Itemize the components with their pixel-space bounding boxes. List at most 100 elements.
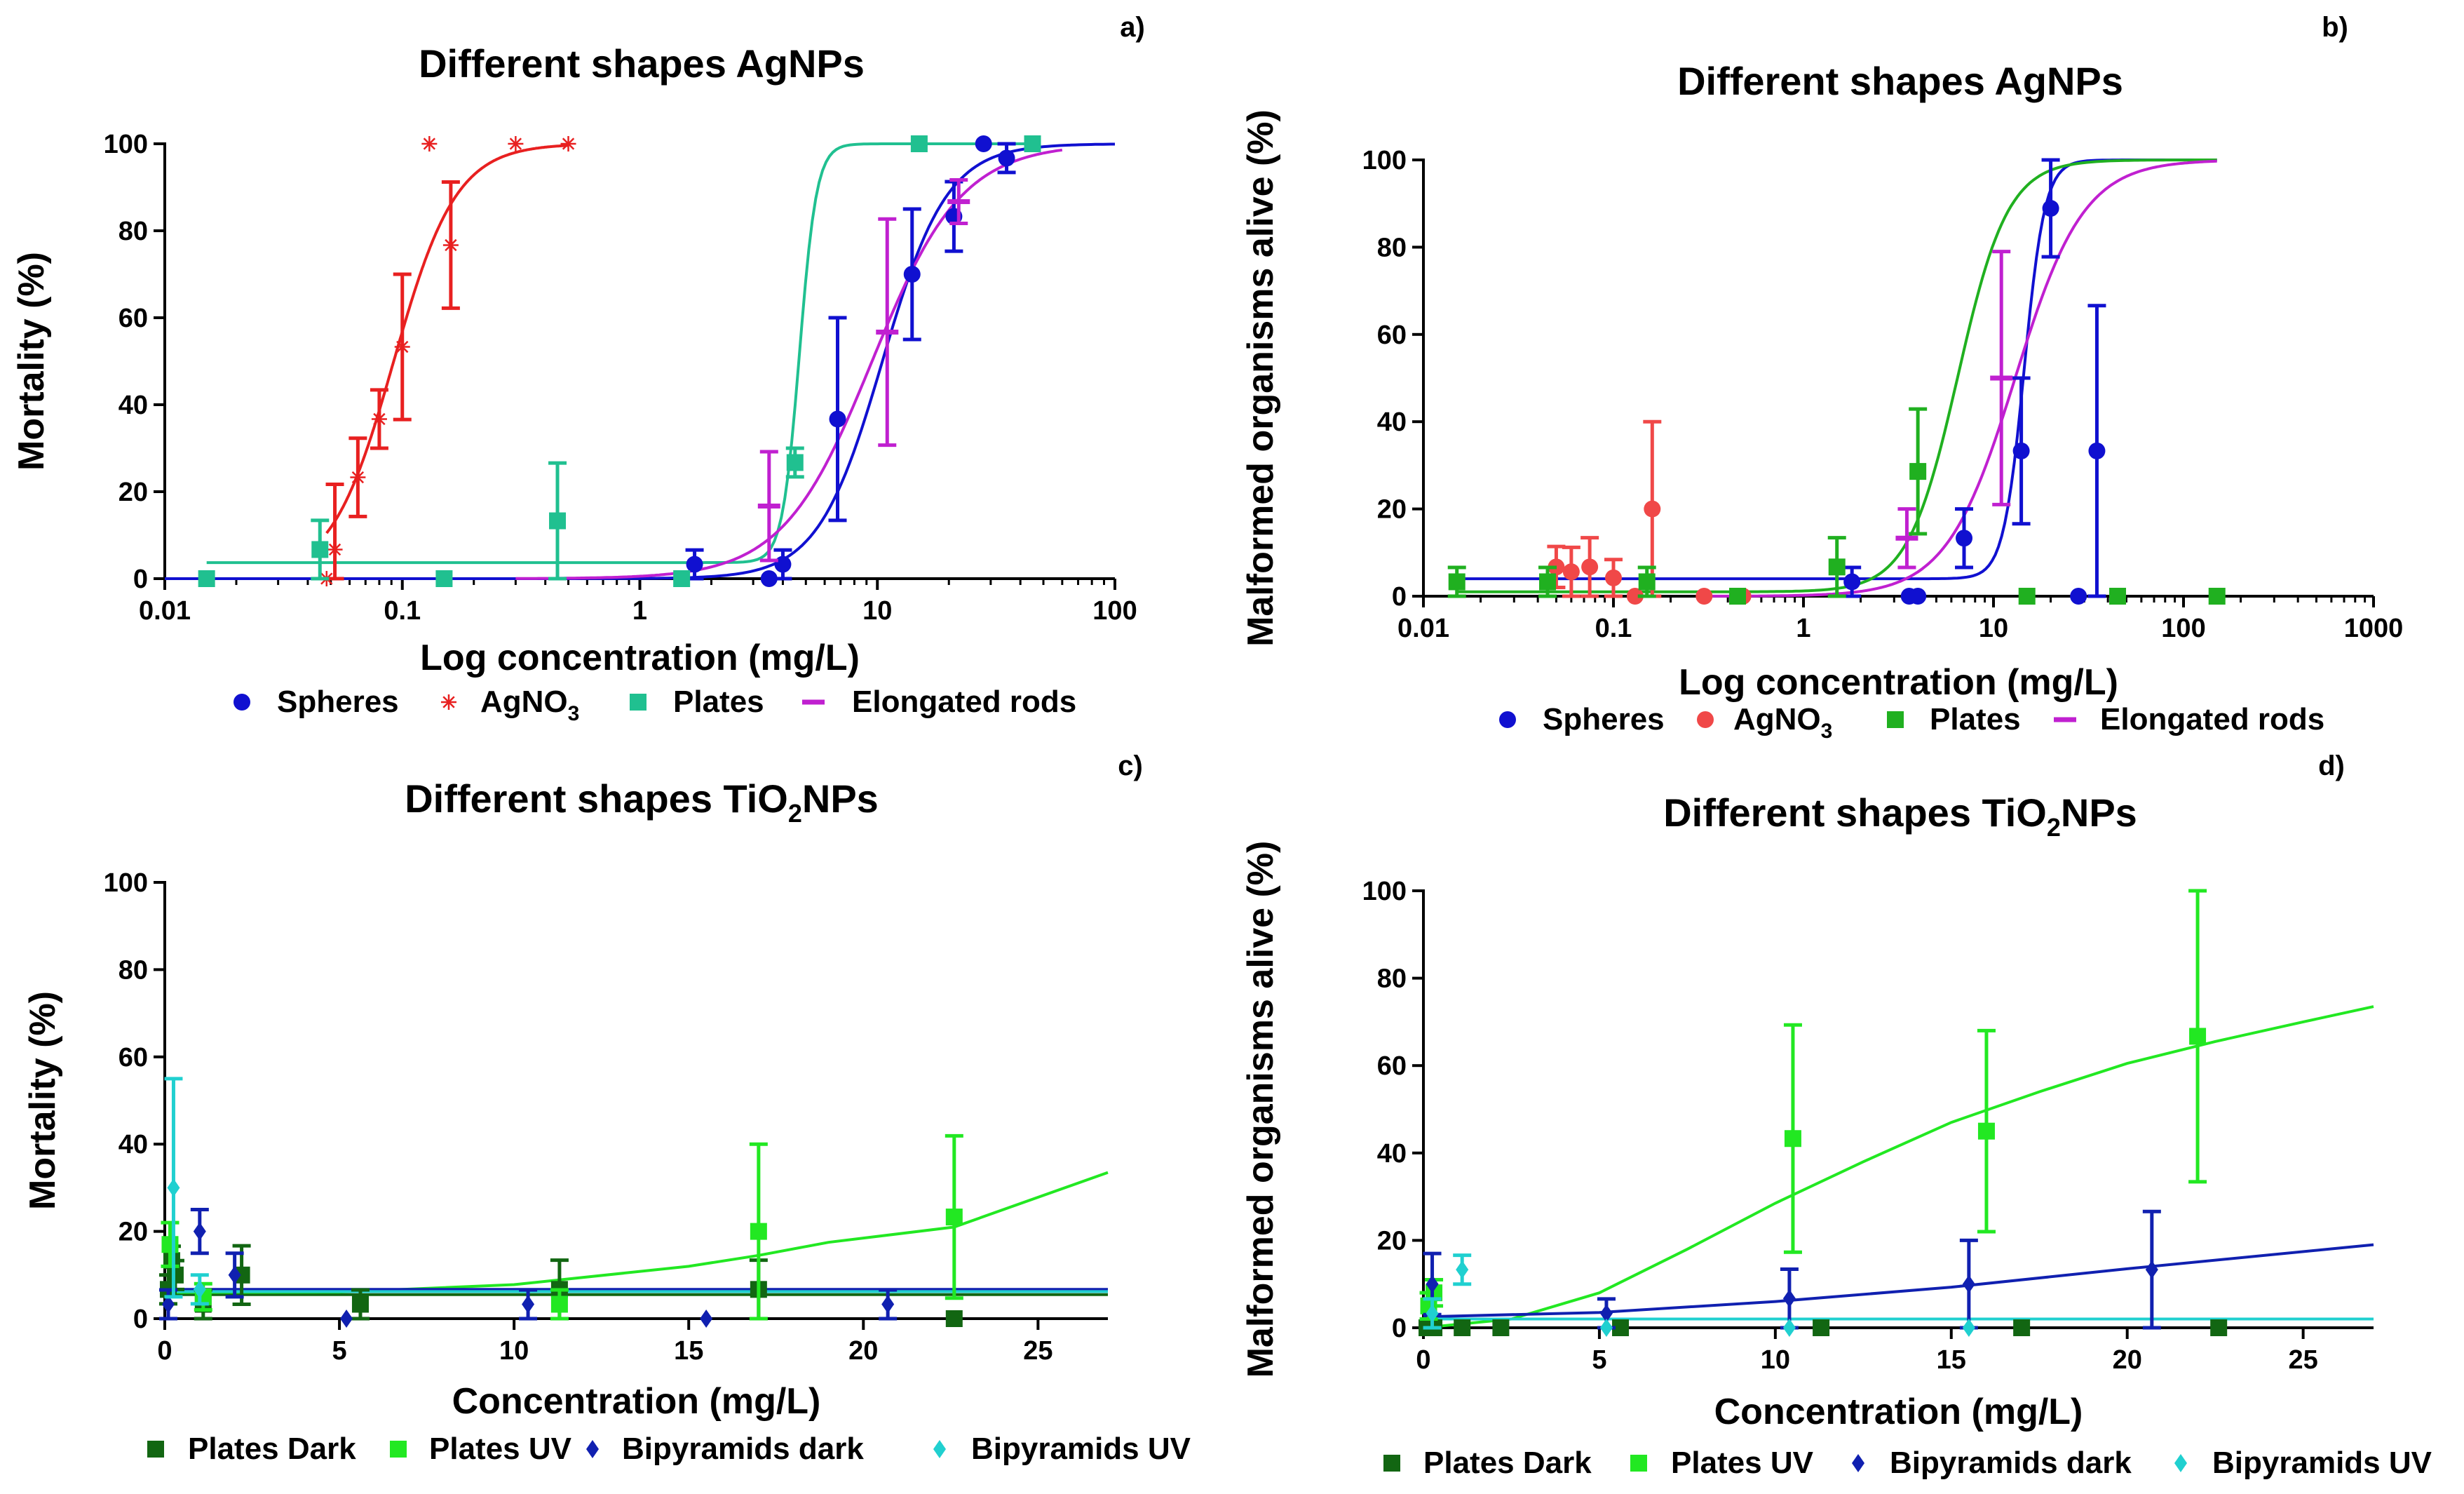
y-tick-label: 20 [119,478,148,507]
x-axis-label: Concentration (mg/L) [1714,1392,2083,1432]
legend-marker [147,1441,164,1458]
data-point [910,135,928,152]
chart-title: Different shapes TiO2NPs [1663,790,2137,842]
legend-marker [1697,711,1714,728]
legend-marker [441,694,456,710]
x-tick-label: 10 [499,1336,529,1366]
data-point [442,237,459,253]
legend-label: AgNO3 [1733,702,1832,743]
data-point [947,198,970,204]
series-curve [325,144,569,534]
y-tick-label: 100 [1362,146,1407,175]
y-tick-label: 40 [119,391,148,420]
data-point [1454,1319,1471,1336]
data-point [1581,558,1599,576]
panel-b: Different shapes AgNPs b) 0 20 40 60 80 100 0.01… [1240,12,2403,743]
y-tick-label: 100 [104,130,148,159]
legend-label: Plates [673,685,764,719]
legend-marker [233,694,250,711]
data-point [1782,1319,1796,1337]
data-point [1990,375,2013,381]
data-point [167,1178,180,1197]
y-axis-label: Malformed organisms alive (%) [1240,109,1281,647]
x-tick-label: 1 [632,596,647,626]
x-tick-label: 15 [1937,1345,1966,1375]
star-stroke [509,137,522,150]
data-point [351,1296,369,1313]
legend-marker [390,1441,407,1458]
data-point [161,1295,175,1314]
legend-label: Elongated rods [2100,702,2324,736]
panel-d: Different shapes TiO2NPs d) 0 20 40 60 80 100 0 5… [1240,751,2432,1480]
data-point [522,1295,535,1314]
star-stroke [328,543,341,556]
x-tick-label: 0.1 [384,596,421,626]
data-point [975,135,992,152]
data-point [193,1280,206,1299]
x-tick-label: 25 [1023,1336,1052,1366]
legend-subscript: 3 [568,702,580,725]
data-point [1644,500,1661,518]
y-tick-label: 80 [1377,233,1407,262]
data-point [550,1296,568,1313]
series-curve [1704,159,2217,598]
y-tick-label: 100 [104,868,148,898]
data-point [340,1310,353,1328]
data-point [2088,442,2106,459]
data-point [2042,200,2059,217]
star-stroke [396,340,409,354]
y-tick-label: 20 [1377,495,1407,525]
x-tick-label: 100 [2161,614,2205,643]
legend-marker [1499,711,1516,728]
data-point [2208,588,2226,605]
data-point [1492,1319,1510,1336]
data-point [1977,1122,1995,1140]
x-tick-label: 20 [2113,1345,2142,1375]
x-tick-label: 5 [1592,1345,1606,1375]
data-point [1599,1304,1613,1323]
x-tick-label: 5 [332,1336,347,1366]
data-point [1638,573,1656,591]
data-point [2070,588,2087,605]
legend-label: Plates UV [429,1432,572,1466]
y-tick-label: 0 [1392,1314,1407,1343]
data-point [673,570,691,587]
legend-marker [2174,1454,2187,1472]
panel-label: a) [1120,12,1145,43]
legend-label: Plates UV [1671,1446,1814,1480]
data-point [1962,1319,1975,1337]
panel-a: Different shapes AgNPs a) 0 20 40 60 80 100 0.01… [11,12,1145,725]
data-point [1456,1260,1469,1279]
data-point [1448,573,1465,591]
x-tick-label: 1 [1796,614,1810,643]
data-point [760,570,778,587]
x-tick-label: 0.1 [1595,614,1632,643]
x-tick-label: 0 [157,1336,172,1366]
x-axis-label: Log concentration (mg/L) [420,638,860,678]
data-point [700,1310,713,1328]
data-point [198,570,215,587]
y-tick-label: 80 [1377,964,1407,994]
data-point [311,541,329,558]
data-point [1828,558,1846,576]
legend-marker [630,694,647,711]
data-point [1895,535,1918,541]
data-point [1539,573,1557,591]
data-point [1562,563,1580,581]
y-tick-label: 0 [1392,582,1407,612]
y-tick-label: 80 [119,955,148,985]
data-point [1426,1304,1439,1323]
data-point [394,339,410,355]
y-tick-label: 40 [119,1130,148,1159]
data-point [945,1209,963,1226]
data-point [1784,1130,1801,1148]
legend-label: Bipyramids dark [1890,1446,2132,1480]
data-point [1843,573,1861,591]
data-point [2018,588,2036,605]
y-tick-label: 20 [119,1218,148,1247]
series-curve [1423,1243,2374,1319]
star-stroke [562,137,575,150]
legend-label: Plates Dark [188,1432,356,1466]
legend-label: Spheres [277,685,399,719]
y-tick-label: 0 [133,565,148,594]
